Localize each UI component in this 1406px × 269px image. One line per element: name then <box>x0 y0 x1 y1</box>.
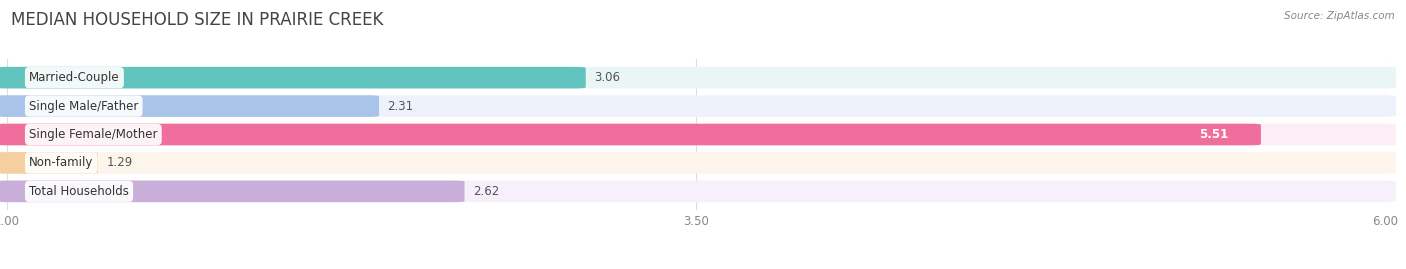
Text: Source: ZipAtlas.com: Source: ZipAtlas.com <box>1284 11 1395 21</box>
FancyBboxPatch shape <box>0 124 1396 145</box>
FancyBboxPatch shape <box>0 152 98 174</box>
Text: Non-family: Non-family <box>30 156 93 169</box>
Text: Total Households: Total Households <box>30 185 129 198</box>
FancyBboxPatch shape <box>0 67 586 89</box>
FancyBboxPatch shape <box>0 95 380 117</box>
Text: 3.06: 3.06 <box>593 71 620 84</box>
FancyBboxPatch shape <box>0 67 1396 89</box>
Text: 2.31: 2.31 <box>387 100 413 113</box>
Text: 2.62: 2.62 <box>472 185 499 198</box>
FancyBboxPatch shape <box>0 124 1261 145</box>
Text: Single Female/Mother: Single Female/Mother <box>30 128 157 141</box>
Text: 5.51: 5.51 <box>1198 128 1227 141</box>
Text: MEDIAN HOUSEHOLD SIZE IN PRAIRIE CREEK: MEDIAN HOUSEHOLD SIZE IN PRAIRIE CREEK <box>11 11 384 29</box>
FancyBboxPatch shape <box>0 180 1396 202</box>
Text: Married-Couple: Married-Couple <box>30 71 120 84</box>
Text: 1.29: 1.29 <box>107 156 132 169</box>
FancyBboxPatch shape <box>0 152 1396 174</box>
FancyBboxPatch shape <box>0 95 1396 117</box>
FancyBboxPatch shape <box>0 180 464 202</box>
Text: Single Male/Father: Single Male/Father <box>30 100 138 113</box>
